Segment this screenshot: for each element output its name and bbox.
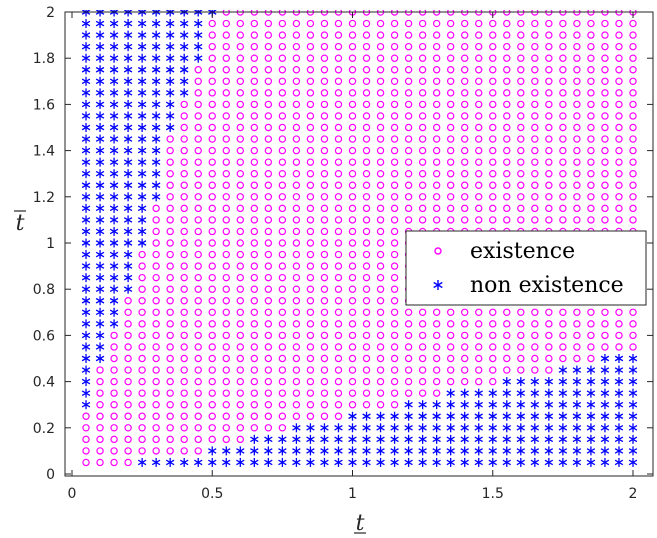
y-tick-label: 1.8 (33, 51, 55, 67)
y-axis-label: t (16, 211, 25, 236)
y-tick-label: 0.6 (33, 328, 55, 344)
y-tick-label: 0 (46, 467, 55, 483)
legend: existence non existence (406, 231, 646, 305)
y-tick-label: 1.4 (33, 144, 55, 160)
y-tick-label: 1.2 (33, 190, 55, 206)
y-tick-label: 2 (46, 5, 55, 21)
x-axis-label: t (356, 511, 365, 536)
y-tick-label: 0.2 (33, 421, 55, 437)
legend-label-existence: existence (470, 239, 575, 264)
y-tick-label: 0.8 (33, 282, 55, 298)
x-tick-label: 0.5 (201, 486, 223, 502)
x-tick-label: 0 (68, 486, 77, 502)
y-tick-label: 0.4 (33, 375, 55, 391)
y-tick-label: 1.6 (33, 97, 55, 113)
x-tick-label: 1.5 (482, 486, 504, 502)
x-tick-label: 2 (629, 486, 638, 502)
legend-label-non-existence: non existence (470, 273, 624, 298)
x-tick-label: 1 (348, 486, 357, 502)
y-tick-label: 1 (46, 236, 55, 252)
